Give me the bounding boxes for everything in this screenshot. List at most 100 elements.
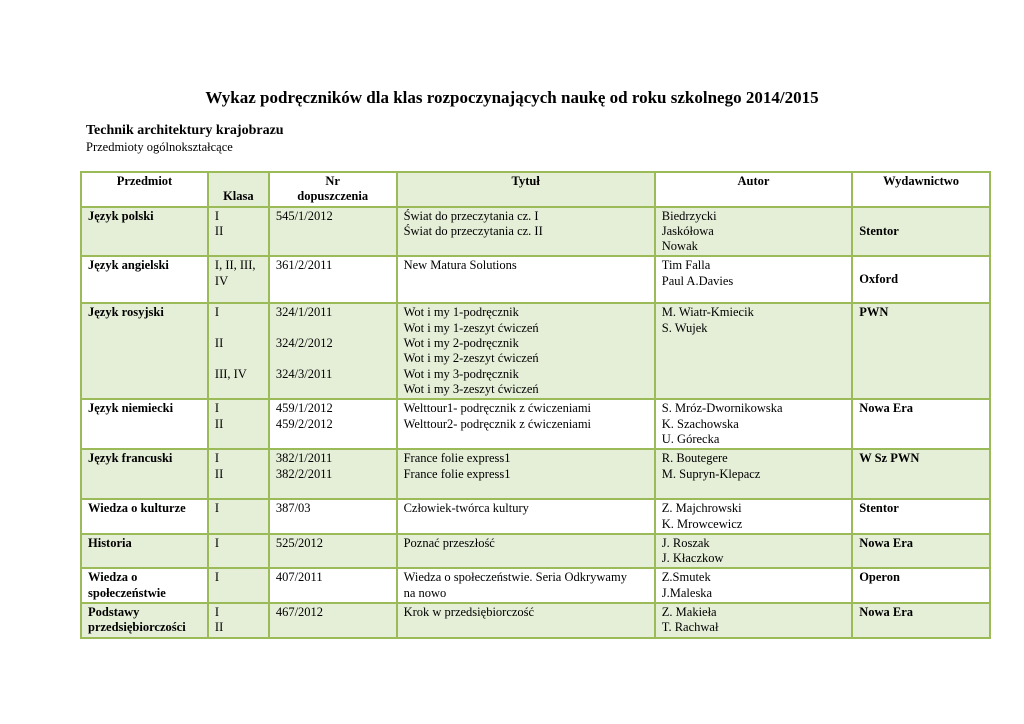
cell-line: II <box>214 620 224 635</box>
cell-line: Wot i my 2-podręcznik <box>403 336 519 351</box>
author-cell: S. Mróz-Dwornikowska K. Szachowska U. Góre… <box>653 398 854 451</box>
cell-line: Wot i my 1-podręcznik <box>403 305 519 320</box>
cell-line: Język angielski <box>88 258 169 273</box>
cell-line: U. Górecka <box>661 431 720 446</box>
subject-cell: Wiedza o kulturze <box>80 498 209 535</box>
cell-line: I <box>214 605 220 620</box>
cell-line: 459/1/2012 <box>275 401 333 416</box>
cell-line: 467/2012 <box>275 605 324 620</box>
cell-line: społeczeństwie <box>88 585 166 600</box>
cell-line: Krok w przedsiębiorczość <box>403 605 535 620</box>
cell-line: R. Boutegere <box>661 451 728 466</box>
title-cell: Świat do przeczytania cz. I Świat do prze… <box>395 205 656 258</box>
nr-cell: 324/1/2011 324/2/2012 324/3/2011 <box>267 302 398 401</box>
class-cell: I II <box>206 448 270 501</box>
cell-line <box>215 321 262 336</box>
publisher-cell: Operon <box>851 567 991 605</box>
cell-line: Z. Makieła <box>661 605 717 620</box>
header-nr: Nr dopuszczenia <box>267 171 398 208</box>
subject-cell: Język niemiecki <box>80 398 209 451</box>
table-row: Język niemiecki I II 459/1/2012 459/2/2012 We… <box>80 398 991 451</box>
cell-line: przedsiębiorczości <box>88 620 186 635</box>
publisher-cell: Nowa Era <box>851 602 991 639</box>
cell-line: J.Maleska <box>661 585 713 600</box>
cell-line: Świat do przeczytania cz. I <box>403 208 539 223</box>
cell-line: I <box>214 305 220 320</box>
nr-cell: 382/1/2011 382/2/2011 <box>267 448 398 501</box>
cell-line: J. Roszak <box>661 535 710 550</box>
subject-cell: Wiedza o społeczeństwie <box>80 567 209 605</box>
cell-line: Język francuski <box>88 451 173 466</box>
class-cell: I II <box>206 398 270 451</box>
class-cell: I II III, IV <box>206 302 270 401</box>
cell-line: Człowiek-twórca kultury <box>403 501 529 516</box>
header-title: Tytuł <box>395 171 656 208</box>
cell-line: Biedrzycki <box>661 208 717 223</box>
subject-cell: Historia <box>80 532 209 570</box>
title-cell: Wot i my 1-podręcznik Wot i my 1-zeszyt ć… <box>395 302 656 401</box>
cell-line: Język rosyjski <box>88 305 164 320</box>
nr-cell: 525/2012 <box>267 532 398 570</box>
cell-line: Świat do przeczytania cz. II <box>403 223 543 238</box>
cell-line: Tim Falla <box>661 258 711 273</box>
cell-line: Wiedza o <box>88 570 138 585</box>
publisher-cell: PWN <box>851 302 991 401</box>
document-title: Wykaz podręczników dla klas rozpoczynają… <box>205 88 819 107</box>
cell-line: Podstawy <box>88 605 140 620</box>
cell-line: Wot i my 3-zeszyt ćwiczeń <box>403 381 539 396</box>
cell-line: Wiedza o społeczeństwie. Seria Odkrywamy <box>403 570 627 585</box>
cell-line: K. Szachowska <box>661 416 739 431</box>
author-cell: Tim Falla Paul A.Davies <box>653 255 854 305</box>
subject-cell: Język polski <box>80 205 209 258</box>
class-cell: I II <box>206 205 270 258</box>
table-row: Język angielski I, II, III, IV 361/2/2011 Ne… <box>80 255 991 305</box>
class-cell: I <box>206 498 270 535</box>
cell-line: Nowak <box>661 239 698 254</box>
cell-line: J. Kłaczkow <box>661 551 724 566</box>
cell-line <box>276 321 390 336</box>
cell-line: S. Wujek <box>661 320 708 335</box>
table-row: Podstawy przedsiębiorczości I II 467/2012 Kro… <box>80 602 991 639</box>
class-cell: I <box>206 567 270 605</box>
cell-line: II <box>214 416 224 431</box>
class-cell: I <box>206 532 270 570</box>
cell-line: 525/2012 <box>275 535 324 550</box>
title-cell: New Matura Solutions <box>395 255 656 305</box>
cell-line: 545/1/2012 <box>275 208 333 223</box>
title-cell: Krok w przedsiębiorczość <box>395 602 656 639</box>
cell-line: II <box>214 466 224 481</box>
author-cell: R. Boutegere M. Supryn-Klepacz <box>653 448 854 501</box>
cell-line: Wot i my 1-zeszyt ćwiczeń <box>403 320 539 335</box>
cell-line: II <box>214 336 224 351</box>
subject-cell: Język angielski <box>80 255 209 305</box>
cell-line: T. Rachwał <box>661 620 719 635</box>
table-header-row: Przedmiot Klasa Nr dopuszczenia Tytuł Aut… <box>80 171 991 208</box>
publisher-cell: Nowa Era <box>851 398 991 451</box>
cell-line: Z.Smutek <box>661 570 711 585</box>
cell-line: Jaskółowa <box>661 223 714 238</box>
cell-line: III, IV <box>214 366 247 381</box>
textbook-table: Przedmiot Klasa Nr dopuszczenia Tytuł Aut… <box>80 171 991 639</box>
cell-line: M. Wiatr-Kmiecik <box>661 305 754 320</box>
cell-line: 382/1/2011 <box>275 451 333 466</box>
author-cell: Z.Smutek J.Maleska <box>653 567 854 605</box>
subject-cell: Język francuski <box>80 448 209 501</box>
cell-line: I, II, III, <box>214 258 256 273</box>
cell-line: 361/2/2011 <box>275 258 333 273</box>
cell-line: I <box>214 401 220 416</box>
cell-line: Welttour1- podręcznik z ćwiczeniami <box>403 401 592 416</box>
author-cell: M. Wiatr-Kmiecik S. Wujek <box>653 302 854 401</box>
subsection-heading: Przedmioty ogólnokształcące <box>86 140 233 154</box>
cell-line: M. Supryn-Klepacz <box>661 466 761 481</box>
cell-line: Wot i my 2-zeszyt ćwiczeń <box>403 351 539 366</box>
class-cell: I II <box>206 602 270 639</box>
nr-cell: 467/2012 <box>267 602 398 639</box>
nr-cell: 459/1/2012 459/2/2012 <box>267 398 398 451</box>
cell-line: I <box>214 501 220 516</box>
header-nr-line1: Nr <box>325 174 340 188</box>
table-row: Wiedza o kulturze I 387/03 Człowiek-twórca … <box>80 498 991 535</box>
title-cell: France folie express1 France folie expres… <box>395 448 656 501</box>
cell-line: 324/2/2012 <box>275 336 333 351</box>
cell-line: I <box>214 570 220 585</box>
